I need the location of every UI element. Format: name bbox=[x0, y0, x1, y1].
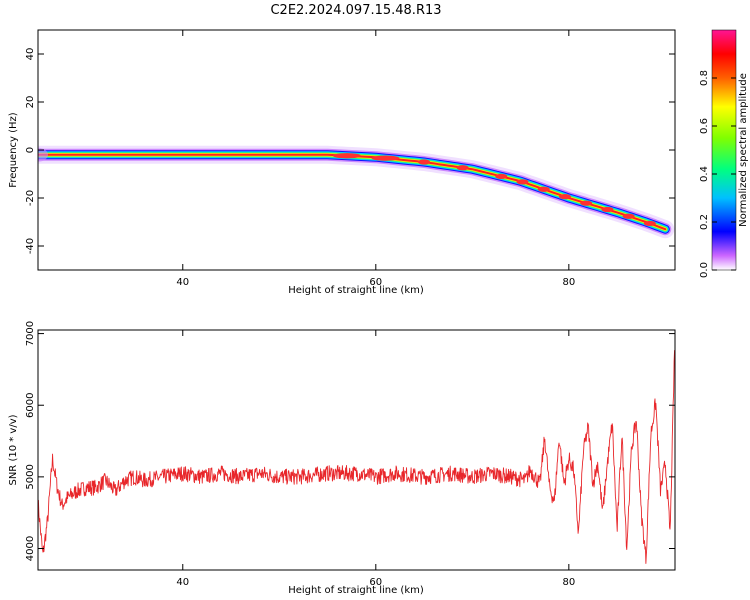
spectrogram-y-tick-label: -20 bbox=[25, 190, 36, 206]
snr-x-axis-label: Height of straight line (km) bbox=[288, 585, 424, 596]
colorbar-gradient bbox=[711, 29, 737, 271]
spectrogram-y-axis-label: Frequency (Hz) bbox=[8, 112, 19, 188]
ridge-peak bbox=[558, 194, 571, 200]
colorbar-tick-label: 0.4 bbox=[699, 166, 710, 182]
colorbar-tick-label: 0.6 bbox=[699, 118, 710, 134]
spectrogram-x-tick-label: 60 bbox=[369, 277, 382, 288]
spectrogram-y-tick-label: 40 bbox=[25, 48, 36, 61]
ridge-peak bbox=[495, 173, 508, 179]
colorbar-tick-label: 0.8 bbox=[699, 70, 710, 86]
snr-y-tick-label: 5000 bbox=[25, 464, 36, 489]
spectrogram-x-axis-label: Height of straight line (km) bbox=[288, 285, 424, 296]
snr-y-axis-label: SNR (10 * v/v) bbox=[8, 414, 19, 485]
spectrogram-x-tick-label: 80 bbox=[562, 277, 575, 288]
snr-x-tick-label: 80 bbox=[562, 577, 575, 588]
spectrogram-y-tick-label: 0 bbox=[25, 147, 36, 153]
ridge-peak bbox=[371, 155, 400, 161]
figure-title: C2E2.2024.097.15.48.R13 bbox=[270, 3, 441, 18]
ridge-peak bbox=[332, 153, 361, 159]
ridge-peak bbox=[580, 200, 593, 206]
snr-axes: 40 60 80 4000 5000 6000 7000 bbox=[25, 321, 675, 588]
spectrogram-ridge bbox=[38, 145, 675, 239]
ridge-peak bbox=[643, 220, 656, 227]
ridge-edge-blob bbox=[38, 147, 48, 162]
ridge-peak bbox=[516, 179, 529, 185]
colorbar-tick-label: 0.2 bbox=[699, 214, 710, 230]
snr-y-tick-label: 6000 bbox=[25, 392, 36, 417]
colorbar-tick-label: 0.0 bbox=[699, 262, 710, 278]
ridge-peak bbox=[456, 165, 469, 171]
spectrogram-y-tick-label: 20 bbox=[25, 96, 36, 109]
colorbar: 0.0 0.2 0.4 0.6 0.8 Normalized spectral ampl… bbox=[699, 29, 749, 278]
snr-chart: 40 60 80 4000 5000 6000 7000 Height of straigh… bbox=[8, 321, 676, 596]
spectrogram-x-tick-label: 40 bbox=[176, 277, 189, 288]
ridge-halo bbox=[38, 145, 675, 239]
snr-series-line bbox=[38, 350, 675, 564]
snr-plot-frame bbox=[37, 329, 676, 571]
ridge-peak bbox=[622, 213, 635, 219]
colorbar-ticks: 0.0 0.2 0.4 0.6 0.8 bbox=[699, 70, 736, 278]
spectrogram-axes: 40 60 80 -40 -20 0 20 40 bbox=[25, 30, 675, 288]
spectrogram-chart: 40 60 80 -40 -20 0 20 40 Height of straight lin… bbox=[8, 29, 676, 296]
snr-y-tick-label: 7000 bbox=[25, 321, 36, 346]
snr-y-tick-label: 4000 bbox=[25, 536, 36, 561]
snr-x-tick-label: 40 bbox=[176, 577, 189, 588]
colorbar-label: Normalized spectral amplitude bbox=[738, 73, 749, 227]
ridge-peak bbox=[601, 206, 614, 213]
ridge-peak bbox=[418, 159, 431, 165]
snr-x-tick-label: 60 bbox=[369, 577, 382, 588]
ridge-peak bbox=[537, 186, 550, 192]
spectrogram-y-tick-label: -40 bbox=[25, 238, 36, 254]
